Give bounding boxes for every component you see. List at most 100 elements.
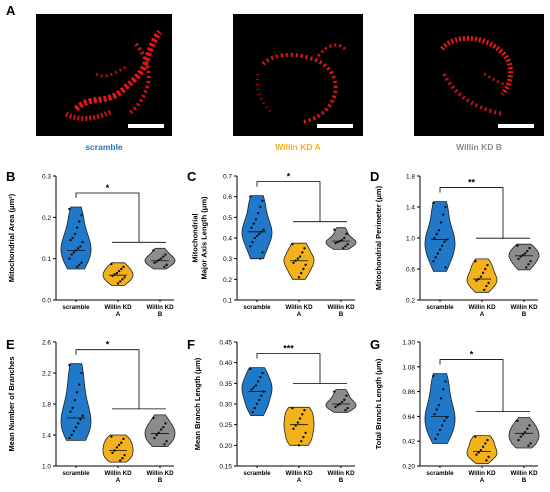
data-point <box>75 391 79 394</box>
data-point <box>298 417 302 420</box>
violin <box>466 258 498 293</box>
data-point <box>517 438 520 442</box>
data-point <box>340 400 344 404</box>
data-point <box>336 240 339 244</box>
data-point <box>527 263 530 266</box>
y-tick-label: 1.30 <box>402 340 415 347</box>
y-tick-label: 0.25 <box>219 422 232 429</box>
x-tick-label: scramble <box>62 304 90 311</box>
data-point <box>164 422 167 425</box>
data-point <box>80 261 83 264</box>
violin <box>508 417 540 449</box>
data-point <box>444 380 447 383</box>
data-point <box>80 371 83 375</box>
data-point <box>477 277 480 281</box>
data-point <box>438 428 442 432</box>
y-tick-label: 1.0 <box>42 464 51 471</box>
y-tick-label: 0.42 <box>402 439 415 446</box>
y-tick-label: 0.20 <box>402 464 415 471</box>
data-point <box>435 408 438 411</box>
y-tick-label: 0.40 <box>219 360 232 367</box>
micrograph-willin-kd-a <box>233 14 363 136</box>
data-point <box>526 249 529 253</box>
data-point <box>443 240 446 244</box>
data-point <box>340 238 344 242</box>
significance-stars: * <box>106 340 110 350</box>
data-point <box>120 267 123 271</box>
data-point <box>336 404 339 407</box>
data-point <box>433 236 436 240</box>
data-point <box>442 213 445 216</box>
data-point <box>521 433 525 436</box>
data-point <box>474 260 477 263</box>
data-point <box>111 274 114 278</box>
x-tick-label: Willin KD <box>104 304 132 311</box>
violin <box>102 434 134 463</box>
data-point <box>163 443 166 446</box>
data-point <box>75 265 79 269</box>
y-tick-label: 1.4 <box>42 433 51 440</box>
y-axis-label: Major Axis Length (μm) <box>200 196 209 280</box>
data-point <box>78 263 81 267</box>
data-point <box>72 251 76 254</box>
panel-letter-b: B <box>6 169 15 184</box>
data-point <box>481 271 485 275</box>
data-point <box>262 390 265 393</box>
data-point <box>432 374 435 378</box>
data-point <box>298 255 302 258</box>
y-axis-label: Mitochondrial Area (μm²) <box>7 193 16 282</box>
data-point <box>304 431 307 435</box>
data-point <box>338 239 342 243</box>
data-point <box>302 435 305 439</box>
violin <box>424 373 456 444</box>
x-tick-label: Willin KD <box>285 304 313 311</box>
data-point <box>110 435 113 438</box>
data-point <box>516 244 519 247</box>
y-axis-label: Total Branch Length (μm) <box>374 358 383 449</box>
violin <box>60 206 92 270</box>
data-point <box>153 436 156 440</box>
data-point <box>250 226 253 229</box>
data-point <box>479 449 483 452</box>
data-point <box>345 394 348 397</box>
data-point <box>164 253 167 256</box>
x-tick-label: scramble <box>426 304 454 311</box>
data-point <box>437 403 441 407</box>
y-tick-label: 0.86 <box>402 389 415 396</box>
y-tick-label: 0.45 <box>219 340 232 347</box>
data-point <box>475 279 478 282</box>
x-tick-label: Willin KD <box>104 470 132 477</box>
data-point <box>346 406 349 410</box>
data-point <box>439 221 443 224</box>
data-point <box>516 419 519 423</box>
panel-letter-g: G <box>370 337 380 352</box>
condition-label-scramble: scramble <box>85 142 123 152</box>
data-point <box>111 451 114 455</box>
data-point <box>475 453 478 456</box>
data-point <box>294 259 297 262</box>
data-point <box>439 397 443 400</box>
significance-bracket <box>439 187 504 239</box>
data-point <box>78 220 81 223</box>
panel-letter-a: A <box>6 3 16 18</box>
data-point <box>443 419 446 423</box>
significance-stars: * <box>470 350 474 360</box>
data-point <box>302 267 305 271</box>
x-tick-label: A <box>297 477 302 484</box>
data-point <box>162 255 165 258</box>
data-point <box>68 207 71 211</box>
data-point <box>262 228 265 231</box>
x-tick-label: A <box>297 311 302 318</box>
y-tick-label: 1.8 <box>406 174 415 181</box>
data-point <box>259 205 262 209</box>
data-point <box>435 232 438 236</box>
data-point <box>333 228 336 231</box>
micrograph-scramble <box>36 14 172 136</box>
y-tick-label: 2.2 <box>42 371 51 378</box>
y-axis-label: Mean Branch Length (μm) <box>193 357 202 450</box>
x-tick-label: B <box>522 477 527 484</box>
y-axis-label: Mitochondrial Perimeter (μm) <box>374 185 383 290</box>
significance-stars: *** <box>283 344 294 354</box>
data-point <box>152 249 155 252</box>
y-tick-label: 0.20 <box>219 443 232 450</box>
